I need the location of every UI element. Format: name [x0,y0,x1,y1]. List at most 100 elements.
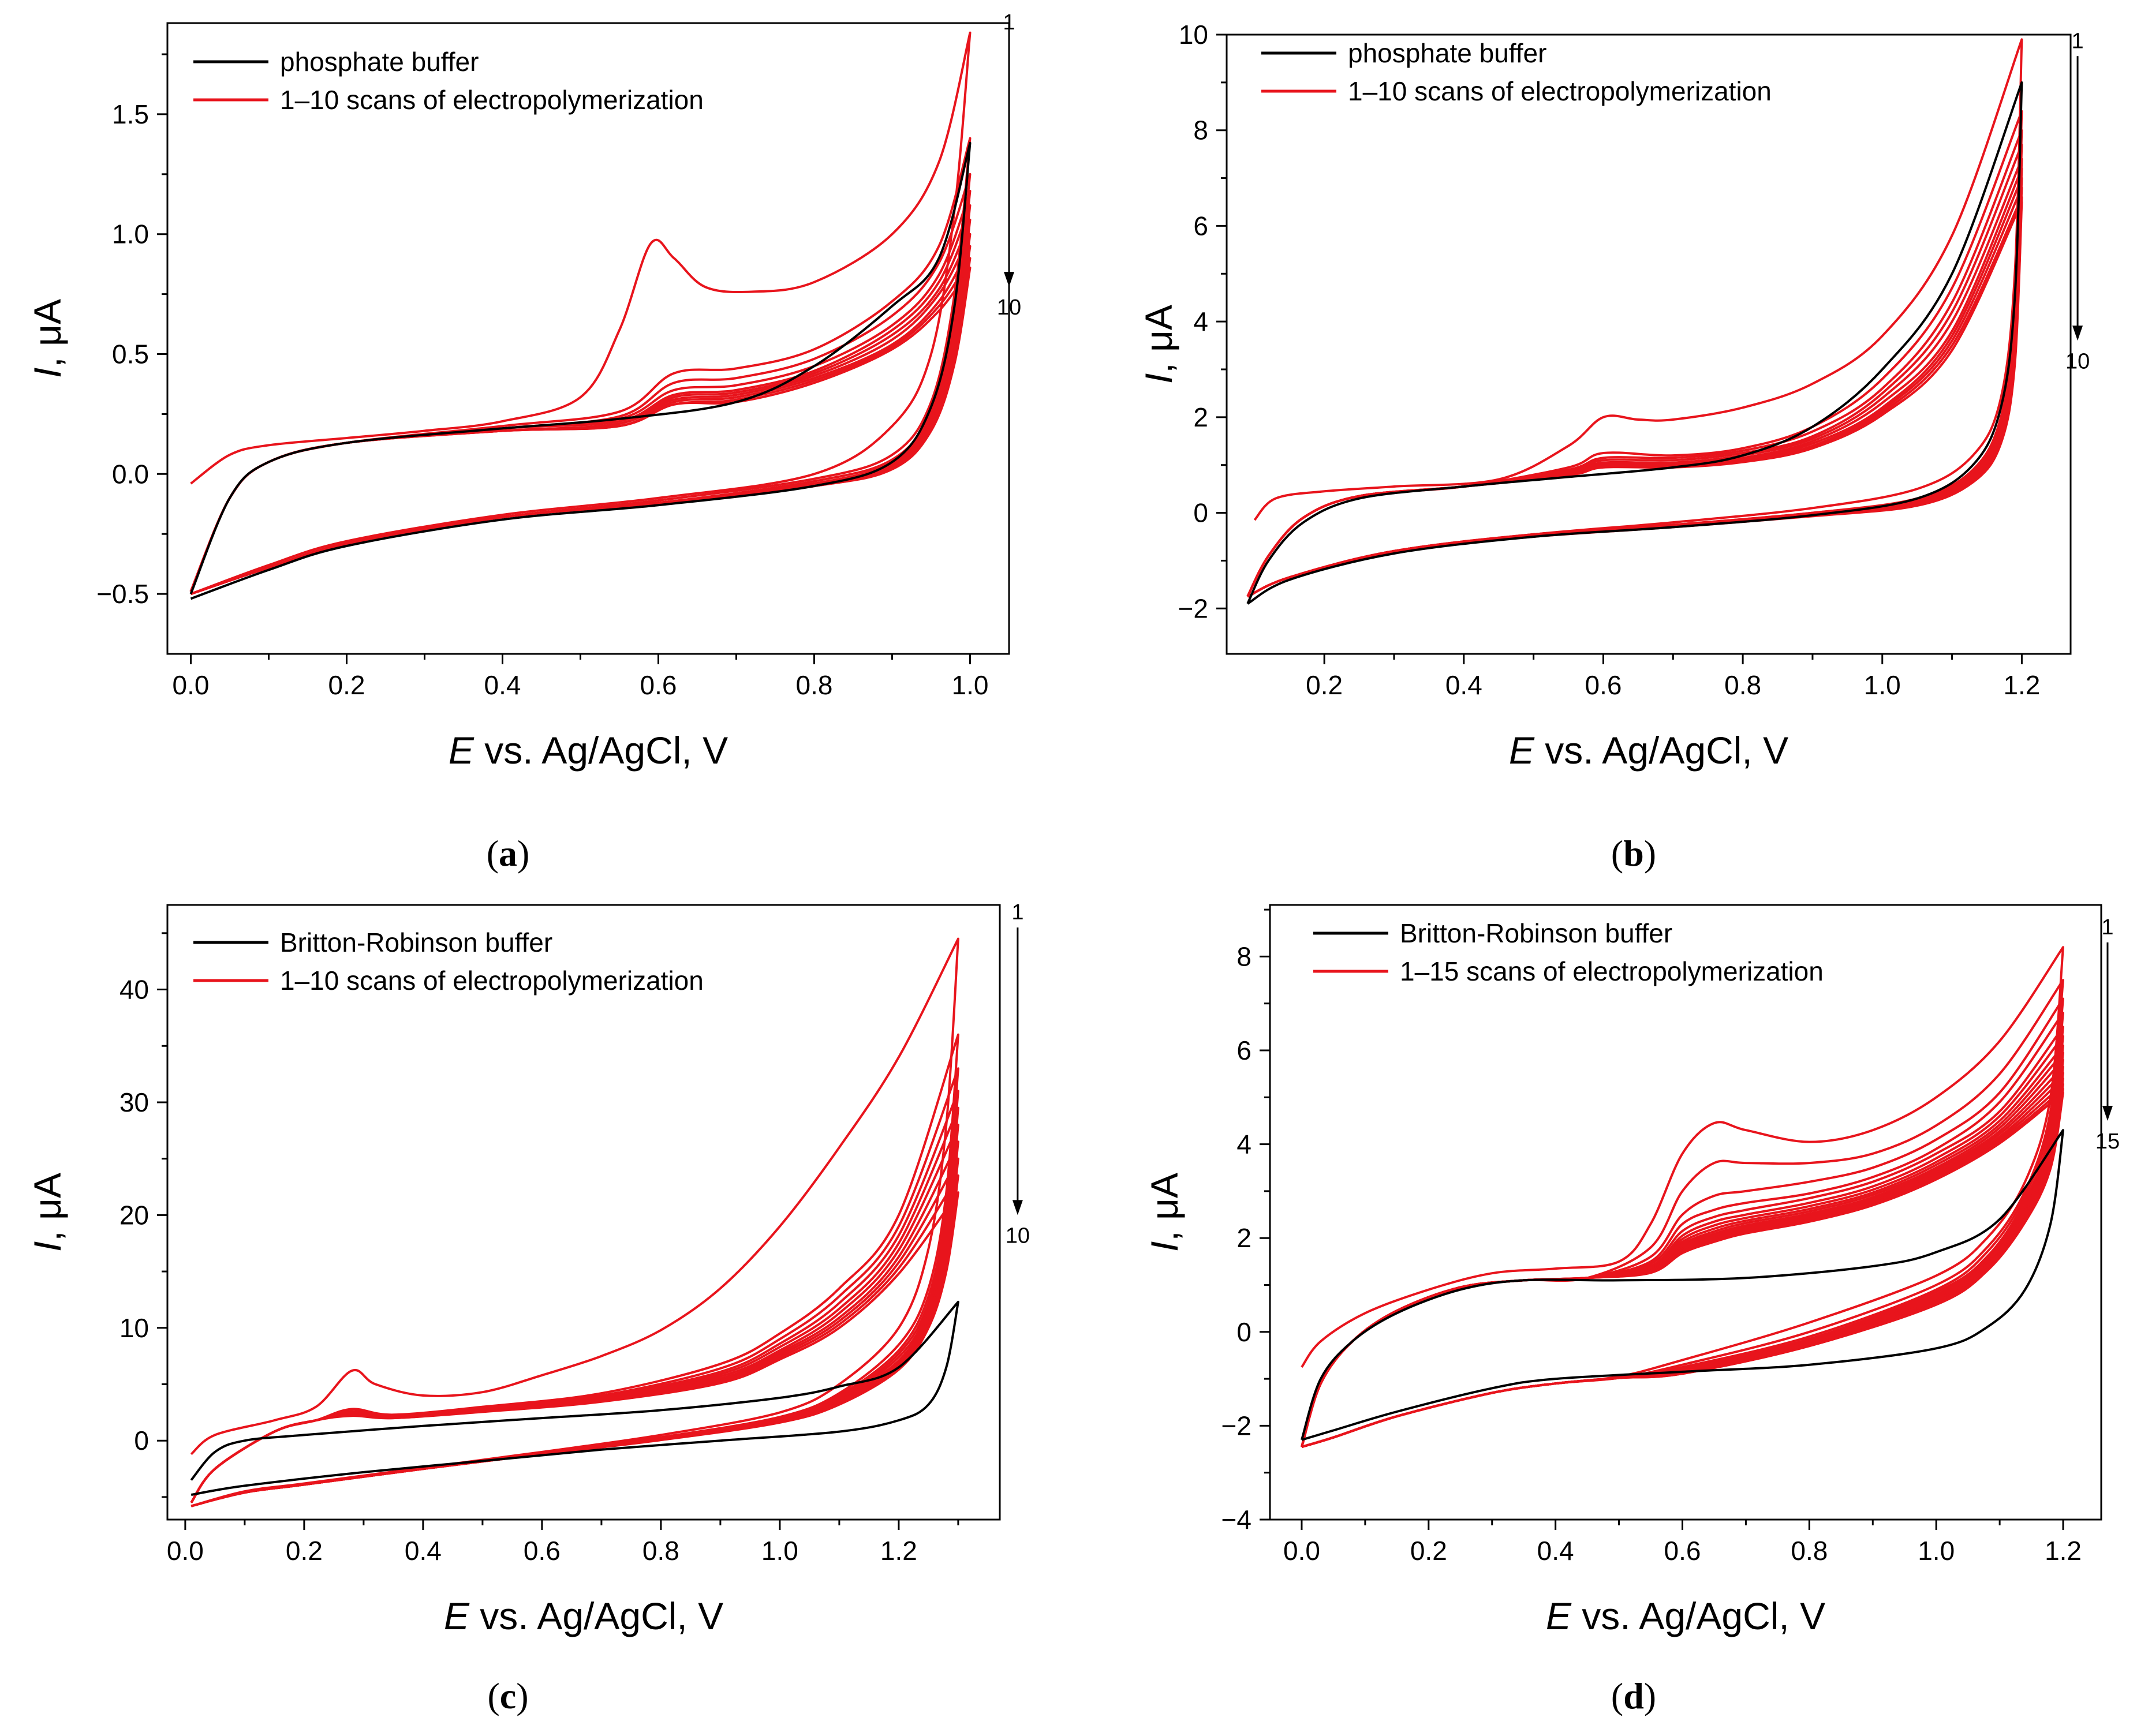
panel-d-scan-arrow: 1 15 [2095,915,2120,1154]
panel-d-arrow-end-label: 15 [2095,1129,2120,1154]
panel-b-xtick-label-3: 0.8 [1724,670,1761,700]
panel-b-ytick-label-2: 2 [1193,402,1208,432]
panel-c-scan-1-curve [190,937,959,1507]
panel-b-plot-frame [1226,33,2072,655]
panel-d-ytick-label-3: 2 [1236,1223,1251,1253]
panel-a-ytick-label-1: 0.0 [112,459,149,489]
panel-b-label: (b) [1611,833,1656,874]
panel-b-x-axis-title: E vs. Ag/AgCl, V [1509,729,1788,772]
panel-b-legend: phosphate buffer 1–10 scans of electropo… [1261,38,1772,106]
panel-b-arrow-start-label: 1 [2072,29,2084,53]
panel-d-ytick-label-4: 4 [1236,1129,1251,1159]
panel-d-label: (d) [1611,1675,1656,1716]
panel-a-scan-arrow: 1 10 [997,10,1021,320]
panel-c-ticks: 0.0 0.2 0.4 0.6 0.8 1.0 1.2 0 10 20 30 40 [119,932,959,1566]
panel-b: 0.2 0.4 0.6 0.8 1.0 1.2 −2 0 2 4 6 8 10 E vs. Ag/AgC… [1137,20,2090,874]
panel-b-scan-arrow: 1 10 [2065,29,2090,373]
panel-b-ytick-label-0: −2 [1178,593,1208,623]
panel-d-ticks: 0.0 0.2 0.4 0.6 0.8 1.0 1.2 −4 −2 0 2 4 6 8 [1221,908,2082,1566]
panel-c-arrow-start-label: 1 [1011,900,1023,925]
panel-c-xtick-label-3: 0.6 [524,1536,561,1566]
panel-b-xtick-label-4: 1.0 [1864,670,1901,700]
panel-c-buffer-curve [190,1300,959,1496]
panel-d-ytick-label-2: 0 [1236,1317,1251,1347]
panel-b-legend-scans-label: 1–10 scans of electropolymerization [1348,76,1772,106]
panel-b-legend-buffer-label: phosphate buffer [1348,38,1546,68]
panel-a-ytick-label-2: 0.5 [112,339,149,369]
panel-d: 0.0 0.2 0.4 0.6 0.8 1.0 1.2 −4 −2 0 2 4 6 8 E vs. Ag/… [1143,904,2120,1716]
panel-d-xtick-label-3: 0.6 [1664,1536,1701,1566]
panel-a-xtick-label-1: 0.2 [328,670,365,700]
panel-a-y-axis-title: I, μA [26,299,69,378]
panel-d-plot-frame [1269,904,2102,1521]
panel-a-buffer-curve [189,141,972,600]
panel-d-xtick-label-5: 1.0 [1918,1536,1955,1566]
panel-c-xtick-label-4: 0.8 [642,1536,679,1566]
panel-a-arrow-start-label: 1 [1003,10,1015,35]
panel-c-legend-scans-label: 1–10 scans of electropolymerization [280,966,704,996]
panel-c-scan-arrow: 1 10 [1006,900,1030,1248]
panel-d-legend: Britton-Robinson buffer 1–15 scans of el… [1313,918,1824,986]
panel-b-ticks: 0.2 0.4 0.6 0.8 1.0 1.2 −2 0 2 4 6 8 10 [1178,20,2041,700]
panel-d-xtick-label-2: 0.4 [1537,1536,1574,1566]
panel-b-ytick-label-1: 0 [1193,498,1208,528]
panel-d-ytick-label-5: 6 [1236,1035,1251,1065]
panel-d-ytick-label-6: 8 [1236,941,1251,971]
panel-c-curves [190,937,959,1507]
panel-a: 0.0 0.2 0.4 0.6 0.8 1.0 −0.5 0.0 0.5 1.0 1.5 E vs.… [26,10,1021,874]
panel-d-xtick-label-4: 0.8 [1791,1536,1828,1566]
panel-b-xtick-label-2: 0.6 [1585,670,1622,700]
panel-a-xtick-label-0: 0.0 [173,670,210,700]
panel-d-scan-1-curve [1301,946,2064,1448]
panel-a-legend-buffer-label: phosphate buffer [280,47,479,77]
panel-d-ytick-label-1: −2 [1221,1410,1251,1441]
panel-d-buffer-curve [1301,1129,2064,1441]
panel-c-xtick-label-6: 1.2 [880,1536,917,1566]
panel-a-xtick-label-5: 1.0 [952,670,989,700]
panel-a-xtick-label-3: 0.6 [640,670,677,700]
panel-c-arrow-end-label: 10 [1006,1224,1030,1248]
panel-c-legend: Britton-Robinson buffer 1–10 scans of el… [193,927,704,996]
panel-d-xtick-label-6: 1.2 [2045,1536,2082,1566]
panel-a-x-axis-title: E vs. Ag/AgCl, V [449,729,728,772]
panel-a-legend: phosphate buffer 1–10 scans of electropo… [193,47,704,115]
panel-b-xtick-label-0: 0.2 [1306,670,1343,700]
panel-a-ticks: 0.0 0.2 0.4 0.6 0.8 1.0 −0.5 0.0 0.5 1.0 1.5 [96,53,989,700]
panel-d-xtick-label-1: 0.2 [1410,1536,1447,1566]
panel-b-ytick-label-3: 4 [1193,306,1208,336]
panel-c: 0.0 0.2 0.4 0.6 0.8 1.0 1.2 0 10 20 30 40 E vs. Ag/… [26,900,1030,1716]
panel-a-scan-1-curve [190,31,972,595]
panel-a-ytick-label-4: 1.5 [112,99,149,129]
panel-a-arrow-head [1004,272,1014,287]
panel-a-curves [189,31,972,600]
panel-b-buffer-curve [1246,81,2023,605]
panel-c-ytick-label-1: 10 [119,1313,149,1343]
panel-a-legend-scans-label: 1–10 scans of electropolymerization [280,85,704,115]
panel-a-xtick-label-4: 0.8 [796,670,833,700]
panel-c-arrow-head [1012,1200,1023,1215]
panel-c-y-axis-title: I, μA [26,1173,69,1252]
panel-b-scan-1-curve [1247,38,2023,598]
panel-c-ytick-label-2: 20 [119,1200,149,1230]
panel-a-arrow-end-label: 10 [997,295,1021,320]
panel-d-ytick-label-0: −4 [1221,1505,1251,1535]
panel-c-plot-frame [166,904,1001,1521]
panel-d-legend-buffer-label: Britton-Robinson buffer [1400,918,1672,948]
panel-a-label: (a) [487,833,530,874]
panel-c-ytick-label-4: 40 [119,975,149,1005]
panel-c-xtick-label-0: 0.0 [167,1536,204,1566]
panel-a-ytick-label-3: 1.0 [112,219,149,249]
panel-d-y-axis-title: I, μA [1143,1173,1186,1252]
panel-b-scan-2-curve [1246,110,2023,598]
panel-d-arrow-start-label: 1 [2101,915,2113,940]
panel-b-curves [1246,38,2023,605]
panel-c-xtick-label-5: 1.0 [761,1536,798,1566]
panel-a-plot-frame [166,22,1010,655]
panel-b-y-axis-title: I, μA [1137,305,1180,384]
panel-a-ytick-label-0: −0.5 [96,579,149,609]
panel-d-curves [1301,946,2064,1448]
panel-b-xtick-label-5: 1.2 [2003,670,2040,700]
panel-c-x-axis-title: E vs. Ag/AgCl, V [444,1595,723,1637]
panel-d-x-axis-title: E vs. Ag/AgCl, V [1546,1595,1825,1637]
